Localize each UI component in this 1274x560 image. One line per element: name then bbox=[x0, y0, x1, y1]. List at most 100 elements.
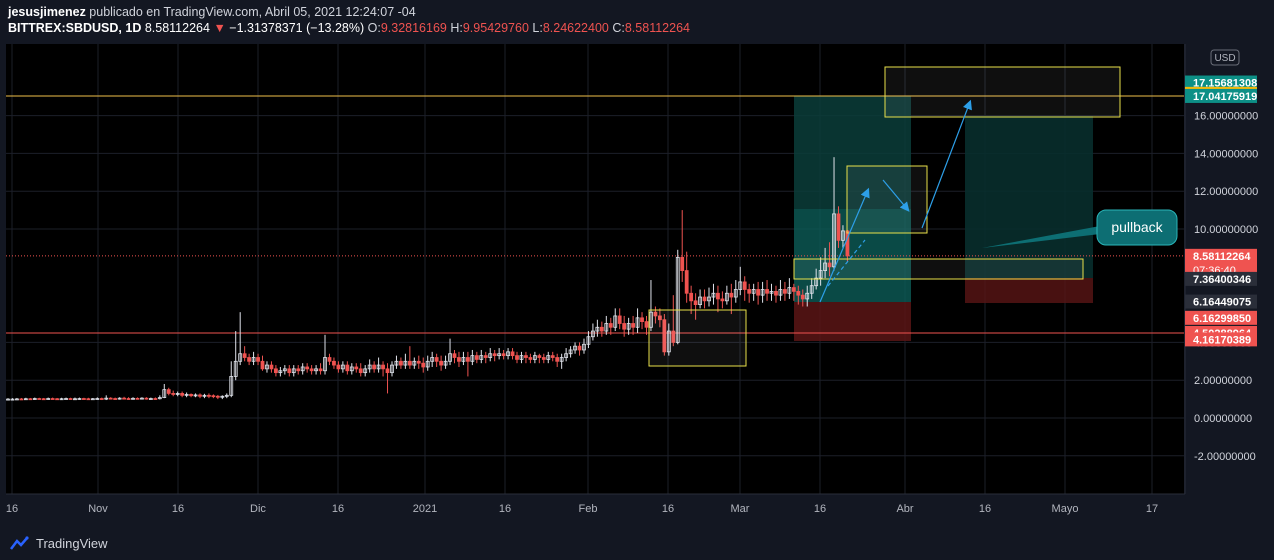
trend-arrow-up[interactable] bbox=[819, 187, 870, 303]
candle-body bbox=[131, 397, 135, 400]
candle-body bbox=[604, 323, 609, 332]
price-tag-label: 8.58112264 bbox=[1193, 251, 1251, 263]
candle-body bbox=[207, 394, 211, 397]
candle-body bbox=[117, 397, 122, 400]
author-name[interactable]: jesusjimenez bbox=[8, 5, 86, 19]
pullback-callout[interactable]: pullback bbox=[982, 209, 1178, 248]
drawing-boxes bbox=[648, 66, 1121, 367]
candle-body bbox=[448, 353, 452, 362]
candle-body bbox=[452, 353, 457, 358]
x-axis[interactable]: 16 Nov 16 Dic 16 2021 16 Feb 16 Mar 16 Abr 16 Mayo 17 bbox=[6, 503, 1158, 515]
trend-arrow-dashed[interactable] bbox=[827, 239, 866, 287]
candle-body bbox=[367, 364, 372, 370]
price-tag-label: 4.16170389 bbox=[1193, 334, 1251, 346]
x-tick-label: Abr bbox=[896, 503, 913, 515]
candle-body bbox=[144, 397, 149, 400]
candle-body bbox=[666, 330, 671, 353]
candle-body bbox=[224, 394, 229, 397]
candle-body bbox=[724, 292, 729, 302]
pullback-arrow[interactable] bbox=[882, 179, 910, 212]
breakout-box[interactable] bbox=[793, 258, 1084, 280]
candle-body bbox=[702, 296, 707, 302]
candle-body bbox=[135, 397, 140, 400]
candle-body bbox=[818, 270, 823, 279]
price-chart[interactable]: pullback 16.00000000 14.00000000 12.000000… bbox=[0, 40, 1274, 526]
candle-body bbox=[345, 364, 350, 372]
candle-body bbox=[73, 398, 77, 401]
consolidation-box[interactable] bbox=[648, 309, 747, 367]
symbol-name[interactable]: BITTREX:SBDUSD, 1D bbox=[8, 21, 142, 35]
stop-zone-right bbox=[965, 278, 1093, 303]
candle-body bbox=[265, 364, 269, 370]
y-axis[interactable]: 16.00000000 14.00000000 12.00000000 10.0000… bbox=[1194, 111, 1258, 463]
candle-body bbox=[550, 355, 555, 358]
candle-body bbox=[336, 364, 341, 370]
candle-body bbox=[528, 357, 533, 360]
currency-badge[interactable]: USD bbox=[1210, 49, 1240, 66]
candle-body bbox=[171, 393, 176, 395]
candle-body bbox=[269, 364, 274, 370]
x-tick-label: Feb bbox=[579, 503, 598, 515]
high-label: H: bbox=[450, 21, 463, 35]
x-tick-label: Nov bbox=[88, 503, 108, 515]
candle-body bbox=[323, 357, 327, 372]
candle-body bbox=[693, 300, 698, 306]
candle-body bbox=[180, 393, 185, 396]
candle-body bbox=[385, 368, 390, 374]
candle-body bbox=[684, 270, 689, 294]
candle-body bbox=[657, 315, 662, 321]
candle-body bbox=[376, 364, 381, 370]
candle-body bbox=[28, 398, 33, 401]
x-tick-label: 16 bbox=[979, 503, 991, 515]
candle-body bbox=[515, 355, 519, 360]
top-target-box[interactable] bbox=[884, 66, 1121, 118]
candle-body bbox=[140, 397, 144, 400]
x-tick-label: 16 bbox=[6, 503, 18, 515]
candle-body bbox=[617, 315, 622, 324]
y-tick-label: -2.00000000 bbox=[1194, 451, 1256, 463]
candle-body bbox=[546, 355, 551, 360]
candle-body bbox=[841, 230, 845, 241]
candle-body bbox=[488, 353, 493, 358]
candle-body bbox=[55, 398, 60, 401]
open-value: 9.32816169 bbox=[380, 21, 447, 35]
price-tag bbox=[1185, 271, 1257, 286]
candle-body bbox=[399, 360, 403, 366]
candle-body bbox=[287, 368, 292, 374]
drawing-arrows bbox=[819, 99, 972, 303]
candle-body bbox=[202, 394, 207, 397]
candle-body bbox=[273, 368, 278, 374]
x-tick-label: Mar bbox=[731, 503, 750, 515]
candle-body bbox=[479, 355, 484, 360]
candle-body bbox=[390, 364, 394, 374]
x-tick-label: Mayo bbox=[1052, 503, 1079, 515]
candle-body bbox=[671, 330, 676, 343]
candle-body bbox=[46, 398, 51, 400]
candle-body bbox=[59, 398, 64, 401]
candle-body bbox=[37, 398, 42, 400]
candle-body bbox=[742, 281, 747, 290]
candle-body bbox=[832, 213, 836, 268]
candle-body bbox=[318, 368, 323, 372]
candle-body bbox=[358, 368, 363, 374]
mid-target-box[interactable] bbox=[846, 165, 928, 234]
x-tick-label: 2021 bbox=[413, 503, 437, 515]
candle-body bbox=[153, 398, 158, 400]
candle-body bbox=[425, 360, 430, 368]
close-value: 8.58112264 bbox=[624, 21, 690, 35]
candle-body bbox=[707, 296, 711, 302]
candle-body bbox=[50, 398, 55, 400]
candle-body bbox=[407, 360, 412, 366]
candle-body bbox=[774, 290, 778, 296]
y-tick-label: 16.00000000 bbox=[1194, 111, 1258, 123]
candle-body bbox=[122, 397, 126, 400]
price-change: −1.31378371 (−13.28%) bbox=[229, 21, 365, 35]
tradingview-logo[interactable]: TradingView bbox=[10, 534, 130, 552]
candle-body bbox=[573, 345, 577, 351]
candle-body bbox=[577, 345, 582, 351]
price-tag-label: 6.16449075 bbox=[1193, 297, 1251, 309]
price-tag bbox=[1185, 332, 1257, 347]
candle-body bbox=[68, 398, 73, 400]
candle-body bbox=[720, 298, 725, 302]
target-arrow[interactable] bbox=[921, 99, 972, 229]
